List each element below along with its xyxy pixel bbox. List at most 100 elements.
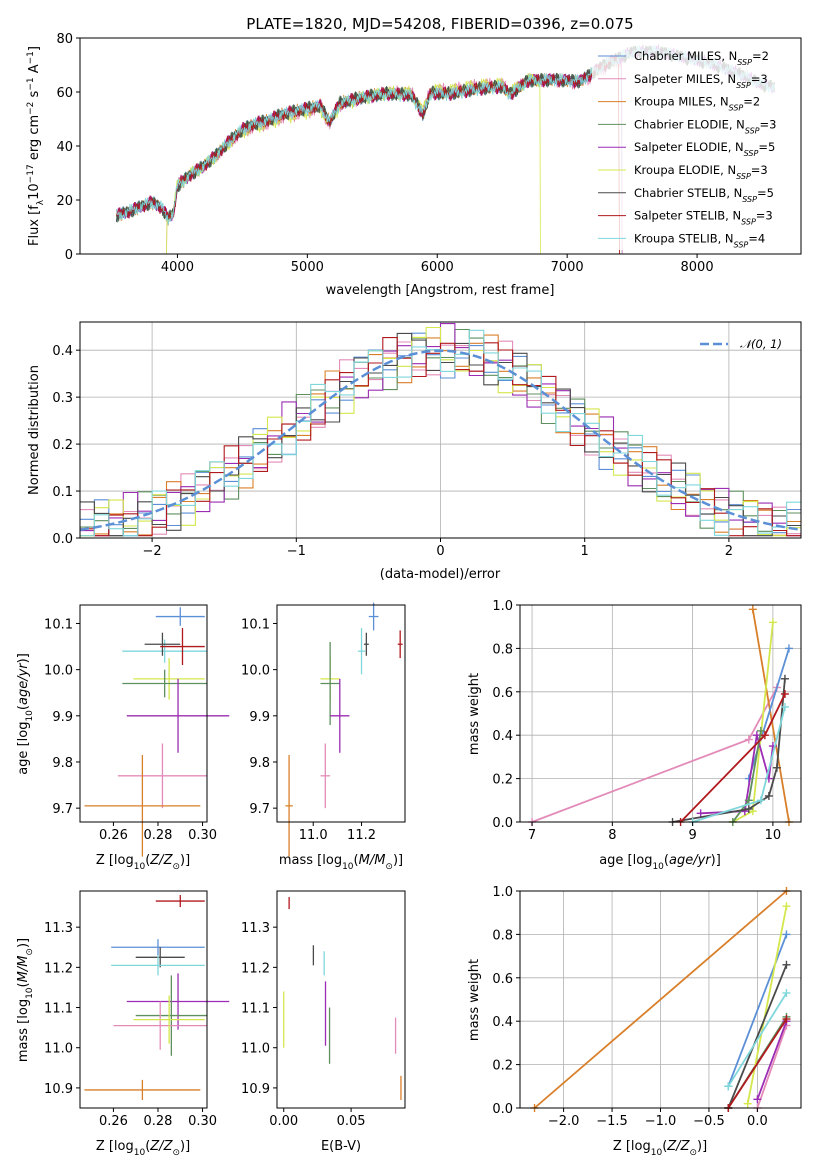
- y-tick-label: 10.0: [44, 664, 73, 679]
- x-axis-label: (data-model)/error: [380, 567, 501, 582]
- y-tick-label: 0.4: [492, 1015, 513, 1030]
- axes-frame: [79, 890, 208, 1109]
- x-tick-label: 0: [436, 544, 444, 559]
- x-axis-label: E(B-V): [321, 1139, 361, 1154]
- x-axis-label: Z [log10(Z/Z⊙)]: [96, 1139, 190, 1158]
- x-tick-label: 7: [528, 828, 536, 843]
- x-axis-label: wavelength [Angstrom, rest frame]: [326, 283, 555, 298]
- y-tick-label: 0.6: [492, 686, 513, 701]
- legend-entry: Salpeter MILES, NSSP=3: [634, 72, 768, 90]
- legend-entry: Kroupa STELIB, NSSP=4: [634, 231, 765, 249]
- plot-mass-vs-EBV: [283, 897, 402, 1100]
- y-axis-label: mass weight: [467, 959, 482, 1041]
- x-tick-label: −1.0: [645, 1114, 677, 1129]
- y-tick-label: 0.0: [52, 532, 73, 547]
- plot-mass-weight-vs-Z: [530, 887, 791, 1112]
- x-tick-label: 0.0: [747, 1114, 768, 1129]
- x-tick-label: 0.30: [188, 828, 217, 843]
- x-tick-label: −2: [143, 544, 162, 559]
- x-tick-label: 2: [725, 544, 733, 559]
- y-tick-label: 11.1: [44, 1002, 73, 1017]
- y-tick-label: 10.1: [44, 617, 73, 632]
- x-tick-label: −1.5: [596, 1114, 628, 1129]
- y-tick-label: 80: [56, 32, 73, 47]
- y-axis-label: Flux [fλ10−17 erg cm−2 s−1 A−1]: [26, 46, 46, 246]
- x-tick-label: 6000: [421, 260, 454, 275]
- weight-line: [700, 734, 774, 815]
- y-tick-label: 9.7: [249, 802, 270, 817]
- y-tick-label: 0.2: [492, 773, 513, 788]
- x-tick-label: 8: [608, 828, 616, 843]
- x-tick-label: 10: [765, 828, 782, 843]
- y-tick-label: 20: [56, 194, 73, 209]
- y-tick-label: 1.0: [492, 885, 513, 900]
- x-tick-label: −1: [287, 544, 306, 559]
- legend-entry: Kroupa ELODIE, NSSP=3: [634, 163, 768, 181]
- plot-spectrum: [116, 44, 776, 255]
- x-tick-label: 5000: [291, 260, 324, 275]
- x-axis-label: Z [log10(Z/Z⊙)]: [613, 1139, 707, 1158]
- y-tick-label: 60: [56, 86, 73, 101]
- plot-mass-weight-vs-age: [528, 605, 793, 826]
- y-tick-label: 11.2: [241, 961, 270, 976]
- y-tick-label: 1.0: [492, 599, 513, 614]
- x-tick-label: 0.28: [144, 828, 173, 843]
- weight-line: [531, 687, 778, 823]
- y-tick-label: 10.9: [44, 1082, 73, 1097]
- y-tick-label: 0.4: [52, 344, 73, 359]
- y-tick-label: 0.2: [492, 1059, 513, 1074]
- y-tick-label: 40: [56, 140, 73, 155]
- y-tick-label: 9.9: [249, 710, 270, 725]
- y-tick-label: 0: [65, 248, 73, 263]
- plot-age-vs-mass: [285, 602, 403, 857]
- plot-mass-vs-Z: [84, 895, 230, 1100]
- x-tick-label: 1: [581, 544, 589, 559]
- x-tick-label: −0.5: [693, 1114, 725, 1129]
- y-tick-label: 10.9: [241, 1082, 270, 1097]
- x-tick-label: 0.00: [269, 1114, 298, 1129]
- y-tick-label: 10.0: [241, 664, 270, 679]
- axes-frame: [519, 604, 802, 823]
- y-tick-label: 0.3: [52, 391, 73, 406]
- axes-frame: [276, 604, 406, 823]
- y-tick-label: 9.8: [249, 756, 270, 771]
- weight-line: [751, 609, 790, 823]
- y-tick-label: 10.1: [241, 617, 270, 632]
- y-tick-label: 0.0: [492, 1102, 513, 1117]
- axes-frame: [276, 890, 406, 1109]
- x-tick-label: 0.05: [337, 1114, 366, 1129]
- plot-residuals: [79, 323, 802, 537]
- y-tick-label: 0.0: [492, 816, 513, 831]
- plot-age-vs-Z: [84, 607, 230, 857]
- y-axis-label: age [log10(age/yr)]: [16, 653, 35, 775]
- legend-entry: 𝒩(0, 1): [740, 337, 782, 351]
- x-tick-label: −2.0: [548, 1114, 580, 1129]
- weight-line: [727, 964, 788, 1109]
- legend-entry: Chabrier STELIB, NSSP=5: [634, 186, 774, 204]
- y-tick-label: 0.6: [492, 972, 513, 987]
- y-axis-label: mass weight: [467, 673, 482, 755]
- y-axis-label: Normed distribution: [27, 365, 42, 495]
- spectrum-legend: Chabrier MILES, NSSP=2 Salpeter MILES, NS…: [592, 44, 797, 250]
- y-axis-label: mass [log10(M/M⊙)]: [16, 938, 35, 1062]
- weight-line: [756, 1025, 788, 1109]
- x-tick-label: 0.30: [188, 1114, 217, 1129]
- x-axis-label: mass [log10(M/M⊙)]: [279, 853, 403, 872]
- x-tick-label: 11.2: [347, 828, 376, 843]
- y-tick-label: 0.8: [492, 928, 513, 943]
- x-tick-label: 0.26: [99, 828, 128, 843]
- weight-line: [746, 906, 788, 1104]
- weight-line: [727, 992, 788, 1087]
- histogram-step: [80, 329, 801, 537]
- weight-line: [727, 1018, 788, 1109]
- histogram-step: [80, 337, 801, 537]
- x-tick-label: 4000: [161, 260, 194, 275]
- weight-line: [756, 1020, 788, 1100]
- y-tick-label: 0.4: [492, 729, 513, 744]
- y-tick-label: 0.2: [52, 438, 73, 453]
- legend-entry: Salpeter STELIB, NSSP=3: [634, 209, 773, 227]
- x-tick-label: 8000: [681, 260, 714, 275]
- y-tick-label: 0.1: [52, 485, 73, 500]
- y-tick-label: 9.8: [52, 756, 73, 771]
